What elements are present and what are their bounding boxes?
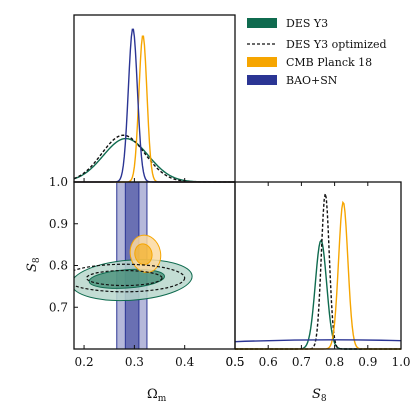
legend-swatch-cmb	[247, 57, 277, 67]
ticklabel-s8x-0.7: 0.7	[292, 355, 311, 369]
ticklabel-omega-0.5: 0.5	[225, 355, 244, 369]
joint-contours	[74, 182, 193, 349]
marginal-omega-des-y3-optimized	[73, 134, 235, 183]
legend-label-cmb: CMB Planck 18	[286, 56, 372, 69]
ticklabel-s8y-0.8: 0.8	[49, 259, 68, 273]
marginal-s8-bao-sn	[234, 339, 402, 343]
ticklabel-s8x-1.0: 1.0	[391, 355, 410, 369]
contour-des-y3-1sigma	[88, 268, 165, 289]
marginal-s8-des-y3	[235, 239, 401, 350]
x-axis-label-omega: Ωm	[147, 387, 167, 404]
fill-layer	[74, 182, 193, 349]
marginal-omega-des-y3	[73, 137, 235, 183]
marginal-s8-des-y3-optimized	[235, 193, 401, 350]
marginal-s8-cmb-planck-18	[235, 200, 401, 350]
s8-y-label-symbol: S	[25, 263, 40, 272]
legend-label-optimized: DES Y3 optimized	[286, 38, 387, 51]
contour-cmb-planck-18-1sigma	[134, 243, 153, 266]
legend-label-bao: BAO+SN	[286, 74, 338, 87]
contour-des-y3-optimized-2sigma	[74, 263, 186, 293]
ticklabel-omega-0.4: 0.4	[175, 355, 194, 369]
legend: DES Y3 DES Y3 optimized CMB Planck 18 BA…	[247, 17, 387, 87]
legend-swatch-bao	[247, 75, 277, 85]
omega-marginal-frame	[73, 14, 236, 183]
ticklabel-s8x-0.6: 0.6	[259, 355, 278, 369]
ticklabel-s8y-0.9: 0.9	[49, 217, 68, 231]
s8-marginal-frame	[234, 181, 402, 350]
s8-x-label-sub: 8	[321, 394, 327, 404]
ticklabel-s8x-0.5: 0.5	[225, 355, 244, 369]
x-axis-label-s8: S8	[312, 387, 327, 404]
ticklabel-omega-0.2: 0.2	[75, 355, 94, 369]
omega-label-symbol: Ω	[147, 387, 158, 402]
ticklabel-omega-0.3: 0.3	[125, 355, 144, 369]
s8-y-label-sub: 8	[32, 257, 42, 263]
omega-label-sub: m	[158, 394, 167, 404]
marginal-omega-cmb-planck-18	[74, 35, 235, 183]
s8-x-label-symbol: S	[312, 387, 321, 402]
tick-layer: 0.2 0.3 0.4 0.50.70.80.91.00.5 0.6 0.7 0.8 0.9 1…	[49, 175, 411, 369]
ticklabel-s8y-1.0: 1.0	[49, 175, 68, 189]
ticklabel-s8x-0.8: 0.8	[325, 355, 344, 369]
legend-label-des: DES Y3	[286, 17, 328, 30]
ticklabel-s8y-0.7: 0.7	[49, 300, 68, 314]
y-axis-label-s8: S8	[25, 257, 42, 272]
contour-des-y3-optimized-1sigma	[85, 269, 163, 287]
ticklabel-s8x-0.9: 0.9	[358, 355, 377, 369]
legend-swatch-des	[247, 18, 277, 28]
